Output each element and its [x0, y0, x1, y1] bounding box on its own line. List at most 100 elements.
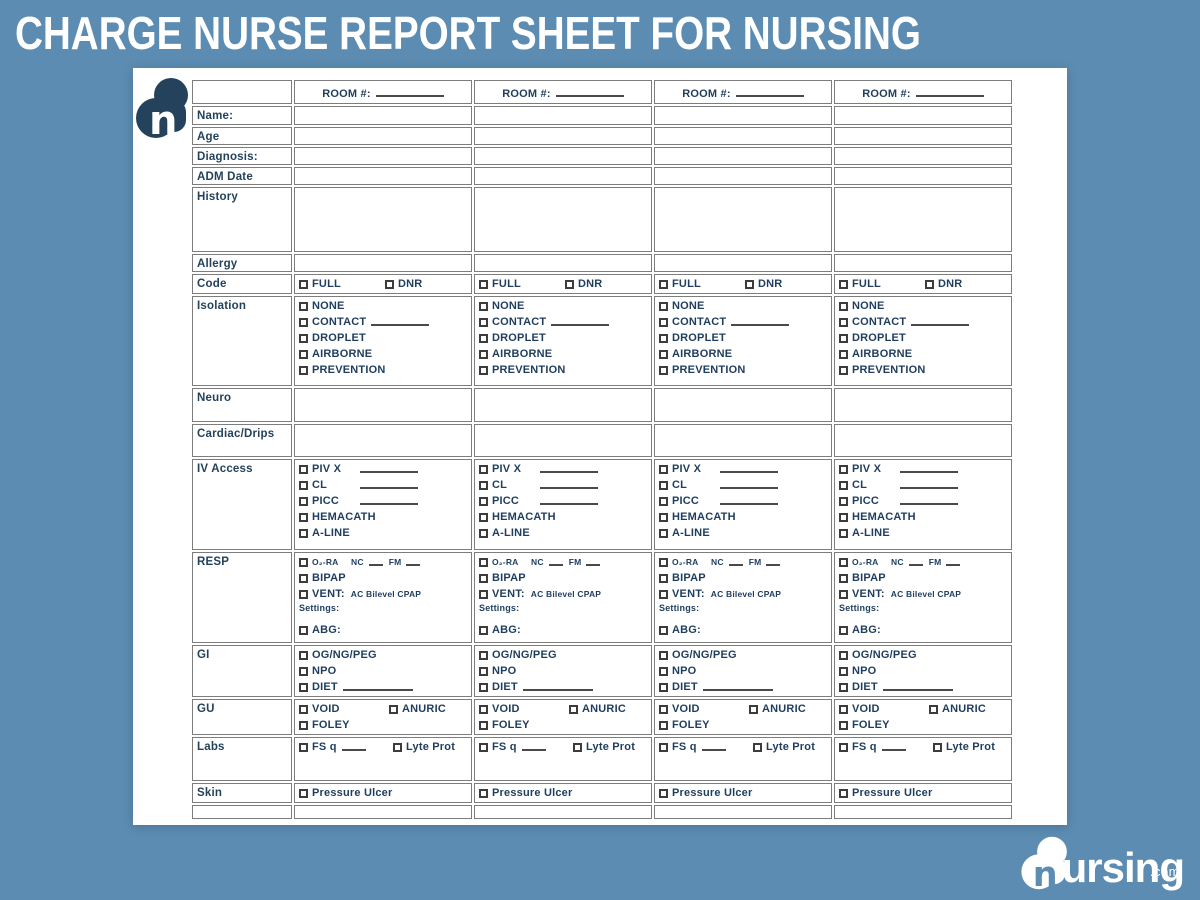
write-in-line[interactable]: [360, 465, 418, 473]
resp-checkbox[interactable]: [659, 573, 668, 583]
skin-checkbox[interactable]: [299, 788, 308, 798]
isolation-checkbox[interactable]: [659, 365, 668, 375]
iv-access-checkbox[interactable]: [659, 496, 668, 506]
write-in-line[interactable]: [881, 743, 906, 751]
isolation-checkbox[interactable]: [839, 317, 848, 327]
code-checkbox[interactable]: [385, 279, 394, 289]
iv-access-checkbox[interactable]: [479, 480, 488, 490]
write-in-line[interactable]: [908, 558, 923, 566]
iv-access-checkbox[interactable]: [299, 464, 308, 474]
write-in-line[interactable]: [521, 743, 546, 751]
write-in-line[interactable]: [540, 465, 598, 473]
resp-checkbox[interactable]: [479, 573, 488, 583]
isolation-checkbox[interactable]: [839, 365, 848, 375]
labs-checkbox[interactable]: [479, 742, 488, 752]
iv-access-checkbox[interactable]: [659, 464, 668, 474]
isolation-checkbox[interactable]: [839, 349, 848, 359]
gi-checkbox[interactable]: [659, 682, 668, 692]
write-in-line[interactable]: [900, 497, 958, 505]
resp-checkbox[interactable]: [479, 589, 488, 599]
write-in-line[interactable]: [720, 481, 778, 489]
gi-checkbox[interactable]: [479, 682, 488, 692]
resp-checkbox[interactable]: [479, 557, 488, 567]
resp-checkbox[interactable]: [659, 557, 668, 567]
gu-checkbox[interactable]: [389, 704, 398, 714]
iv-access-checkbox[interactable]: [659, 512, 668, 522]
write-in-line[interactable]: [406, 558, 421, 566]
write-in-line[interactable]: [728, 558, 743, 566]
iv-access-checkbox[interactable]: [479, 464, 488, 474]
gi-checkbox[interactable]: [659, 666, 668, 676]
iv-access-checkbox[interactable]: [479, 512, 488, 522]
gu-checkbox[interactable]: [479, 704, 488, 714]
gi-checkbox[interactable]: [479, 666, 488, 676]
iv-access-checkbox[interactable]: [839, 528, 848, 538]
skin-checkbox[interactable]: [839, 788, 848, 798]
isolation-checkbox[interactable]: [839, 333, 848, 343]
resp-checkbox[interactable]: [659, 625, 668, 635]
iv-access-checkbox[interactable]: [299, 528, 308, 538]
room-number-line[interactable]: [555, 89, 624, 97]
skin-checkbox[interactable]: [479, 788, 488, 798]
isolation-checkbox[interactable]: [479, 365, 488, 375]
write-in-line[interactable]: [586, 558, 601, 566]
gi-checkbox[interactable]: [299, 650, 308, 660]
gu-checkbox[interactable]: [659, 720, 668, 730]
isolation-checkbox[interactable]: [299, 349, 308, 359]
write-in-line[interactable]: [702, 683, 773, 691]
resp-checkbox[interactable]: [839, 589, 848, 599]
resp-checkbox[interactable]: [839, 557, 848, 567]
gu-checkbox[interactable]: [479, 720, 488, 730]
code-checkbox[interactable]: [839, 279, 848, 289]
write-in-line[interactable]: [371, 318, 430, 326]
resp-checkbox[interactable]: [299, 557, 308, 567]
iv-access-checkbox[interactable]: [839, 480, 848, 490]
write-in-line[interactable]: [701, 743, 726, 751]
labs-checkbox[interactable]: [753, 742, 762, 752]
write-in-line[interactable]: [368, 558, 383, 566]
labs-checkbox[interactable]: [933, 742, 942, 752]
iv-access-checkbox[interactable]: [659, 480, 668, 490]
write-in-line[interactable]: [911, 318, 970, 326]
gu-checkbox[interactable]: [299, 720, 308, 730]
resp-checkbox[interactable]: [839, 573, 848, 583]
gi-checkbox[interactable]: [479, 650, 488, 660]
isolation-checkbox[interactable]: [299, 301, 308, 311]
resp-checkbox[interactable]: [299, 573, 308, 583]
iv-access-checkbox[interactable]: [839, 496, 848, 506]
write-in-line[interactable]: [720, 497, 778, 505]
isolation-checkbox[interactable]: [659, 333, 668, 343]
room-number-line[interactable]: [915, 89, 984, 97]
gu-checkbox[interactable]: [929, 704, 938, 714]
isolation-checkbox[interactable]: [659, 301, 668, 311]
isolation-checkbox[interactable]: [479, 349, 488, 359]
code-checkbox[interactable]: [299, 279, 308, 289]
room-number-line[interactable]: [735, 89, 804, 97]
write-in-line[interactable]: [341, 743, 366, 751]
gu-checkbox[interactable]: [569, 704, 578, 714]
iv-access-checkbox[interactable]: [659, 528, 668, 538]
room-number-line[interactable]: [375, 89, 444, 97]
code-checkbox[interactable]: [479, 279, 488, 289]
write-in-line[interactable]: [946, 558, 961, 566]
resp-checkbox[interactable]: [839, 625, 848, 635]
isolation-checkbox[interactable]: [659, 349, 668, 359]
gu-checkbox[interactable]: [839, 704, 848, 714]
labs-checkbox[interactable]: [393, 742, 402, 752]
resp-checkbox[interactable]: [299, 625, 308, 635]
resp-checkbox[interactable]: [479, 625, 488, 635]
code-checkbox[interactable]: [565, 279, 574, 289]
write-in-line[interactable]: [720, 465, 778, 473]
code-checkbox[interactable]: [745, 279, 754, 289]
write-in-line[interactable]: [360, 497, 418, 505]
gi-checkbox[interactable]: [659, 650, 668, 660]
write-in-line[interactable]: [522, 683, 593, 691]
isolation-checkbox[interactable]: [479, 301, 488, 311]
write-in-line[interactable]: [540, 497, 598, 505]
isolation-checkbox[interactable]: [299, 333, 308, 343]
resp-checkbox[interactable]: [659, 589, 668, 599]
gi-checkbox[interactable]: [839, 682, 848, 692]
code-checkbox[interactable]: [659, 279, 668, 289]
isolation-checkbox[interactable]: [299, 365, 308, 375]
iv-access-checkbox[interactable]: [839, 464, 848, 474]
